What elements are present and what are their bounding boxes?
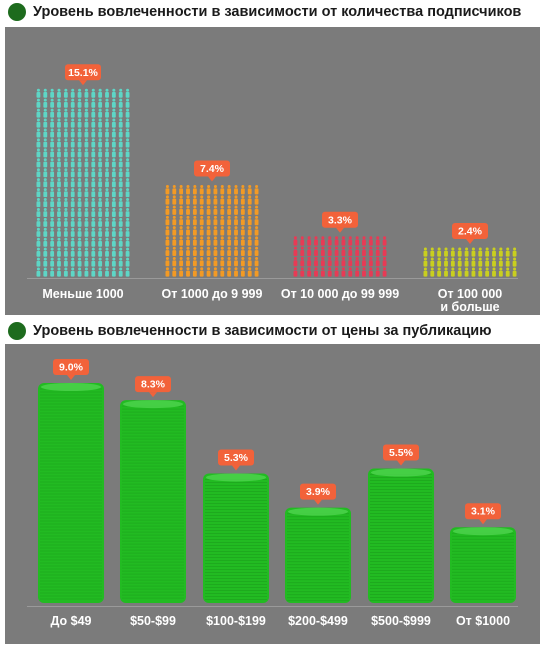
chart1-data-label: 15.1% — [65, 64, 101, 86]
chart2-bar — [450, 527, 516, 603]
chart1-category-label: От 100 000 и больше — [438, 287, 503, 314]
chart1-bar — [165, 185, 259, 277]
svg-text:3.1%: 3.1% — [471, 506, 496, 518]
chart1-bar — [423, 247, 517, 277]
chart2-data-label: 8.3% — [135, 376, 171, 398]
chart2-category-label: До $49 — [50, 614, 91, 628]
chart2-data-label: 3.1% — [465, 503, 501, 525]
chart1-data-label: 2.4% — [452, 223, 488, 244]
chart2-category-label: От $1000 — [456, 614, 510, 628]
chart2-title: Уровень вовлеченности в зависимости от ц… — [33, 323, 492, 339]
chart1-bar — [293, 236, 387, 277]
chart2-data-label: 9.0% — [53, 359, 89, 380]
chart2-svg: 9.0% До $49 8.3% $50-$99 5.3% $100-$199 3.9% $2… — [27, 359, 518, 628]
svg-text:2.4%: 2.4% — [458, 226, 483, 238]
chart2-bar — [368, 468, 434, 603]
chart2-category-label: $50-$99 — [130, 614, 176, 628]
svg-text:3.3%: 3.3% — [328, 214, 353, 226]
chart2-bar — [38, 383, 104, 603]
svg-text:5.3%: 5.3% — [224, 452, 249, 464]
svg-text:15.1%: 15.1% — [68, 67, 98, 79]
chart2-title-row: Уровень вовлеченности в зависимости от ц… — [8, 320, 492, 342]
chart2-data-label: 5.5% — [383, 444, 419, 466]
chart1-bar — [36, 88, 130, 277]
chart1-data-label: 3.3% — [322, 211, 358, 233]
chart2-data-label: 5.3% — [218, 449, 254, 471]
chart2-bar — [120, 400, 186, 603]
svg-text:8.3%: 8.3% — [141, 379, 166, 391]
svg-text:9.0%: 9.0% — [59, 362, 84, 374]
green-dot-icon — [8, 322, 26, 340]
chart1-category-label: От 10 000 до 99 999 — [281, 287, 399, 301]
chart1-data-label: 7.4% — [194, 160, 230, 182]
chart2-data-label: 3.9% — [300, 483, 336, 505]
svg-text:5.5%: 5.5% — [389, 447, 414, 459]
svg-text:3.9%: 3.9% — [306, 486, 331, 498]
chart1-category-label: Меньше 1000 — [42, 287, 123, 301]
chart1-svg: 15.1% Меньше 1000 7.4% От 1000 до 9 999 3.3%… — [27, 64, 518, 314]
chart1-panel: 15.1% Меньше 1000 7.4% От 1000 до 9 999 3.3%… — [5, 27, 540, 315]
chart2-bar — [285, 507, 351, 603]
green-dot-icon — [8, 3, 26, 21]
chart2-category-label: $100-$199 — [206, 614, 266, 628]
chart2-category-label: $500-$999 — [371, 614, 431, 628]
chart2-category-label: $200-$499 — [288, 614, 348, 628]
chart2-bar — [203, 473, 269, 603]
chart1-title-row: Уровень вовлеченности в зависимости от к… — [8, 1, 521, 23]
chart1-category-label: От 1000 до 9 999 — [162, 287, 263, 301]
chart1-title: Уровень вовлеченности в зависимости от к… — [33, 4, 522, 20]
svg-text:7.4%: 7.4% — [200, 163, 225, 175]
chart2-panel: 9.0% До $49 8.3% $50-$99 5.3% $100-$199 3.9% $2… — [5, 344, 540, 644]
